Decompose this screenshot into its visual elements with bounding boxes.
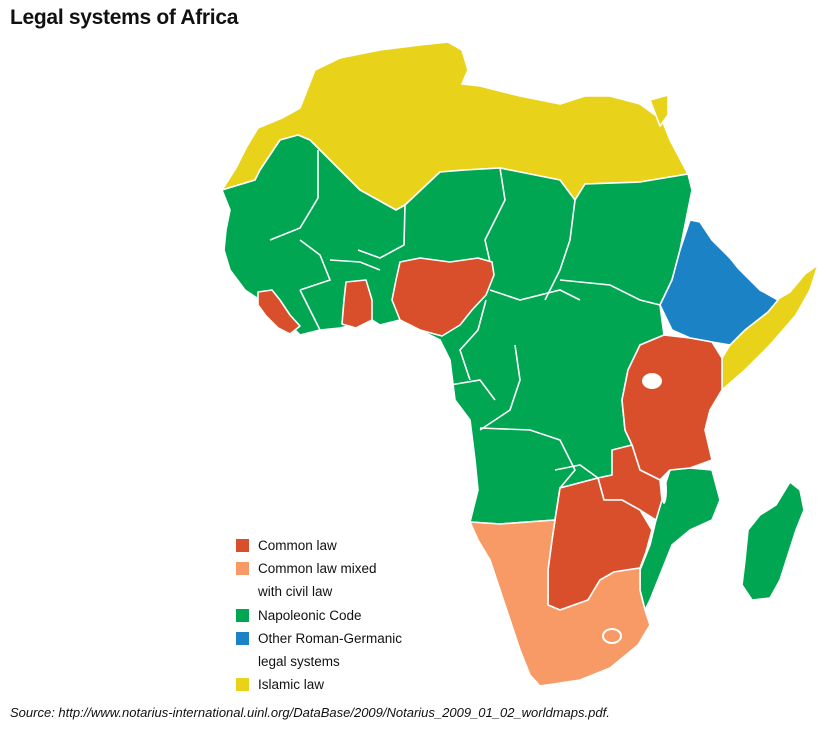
swatch-roman-germanic (236, 631, 249, 645)
border-mauritania-mali (269, 150, 319, 241)
border-sudan-south (559, 279, 661, 306)
region-zambia (597, 444, 663, 521)
border-gabon (449, 379, 496, 401)
legend-item-common-mixed-cont: with civil law (236, 580, 402, 603)
legend-item-common-mixed: Common law mixed (236, 557, 402, 580)
legend-item-roman-cont: legal systems (236, 650, 402, 673)
border-burkina (329, 259, 381, 271)
legend-item-islamic: Islamic law (236, 673, 402, 696)
border-congo-drc (479, 344, 521, 431)
border-mali-niger (357, 204, 406, 259)
border-niger-chad (484, 167, 506, 263)
border-ivory (299, 289, 321, 331)
legend-label-roman-2: legal systems (258, 654, 340, 670)
swatch-islamic (236, 678, 249, 692)
legend: Common law Common law mixed with civil l… (236, 534, 402, 696)
border-drc-angola (479, 427, 576, 489)
border-west-small (299, 239, 332, 291)
lake-malawi (661, 476, 667, 504)
region-ghana (341, 279, 373, 329)
lesotho (602, 628, 622, 644)
swatch-common-law (236, 539, 249, 552)
legend-label-common-law: Common law (258, 538, 337, 553)
source-citation: Source: http://www.notarius-internationa… (10, 705, 610, 720)
border-chad-sudan (544, 199, 576, 301)
legend-label-roman-1: Other Roman-Germanic (258, 630, 403, 646)
region-sierra-leone (257, 289, 301, 335)
region-nigeria (391, 257, 495, 337)
legend-label-islamic: Islamic law (258, 677, 325, 693)
border-car (489, 289, 581, 301)
region-madagascar (741, 481, 805, 601)
legend-item-common-law: Common law (236, 534, 402, 557)
legend-label-common-mixed-2: with civil law (258, 584, 333, 600)
swatch-common-mixed (236, 562, 249, 576)
region-sinai (649, 94, 669, 127)
border-cameroon (459, 299, 487, 381)
border-angola-zambia (554, 464, 599, 479)
lake-victoria (642, 373, 662, 389)
legend-item-napoleonic: Napoleonic Code (236, 604, 402, 627)
legend-label-common-mixed-1: Common law mixed (258, 561, 377, 577)
region-east-africa (621, 334, 723, 481)
region-ethiopia (659, 219, 779, 346)
legend-item-roman: Other Roman-Germanic (236, 627, 402, 650)
legend-label-napoleonic: Napoleonic Code (258, 607, 362, 623)
swatch-napoleonic (236, 608, 249, 622)
region-southern-mixed (469, 519, 651, 687)
page-title: Legal systems of Africa (10, 6, 239, 29)
